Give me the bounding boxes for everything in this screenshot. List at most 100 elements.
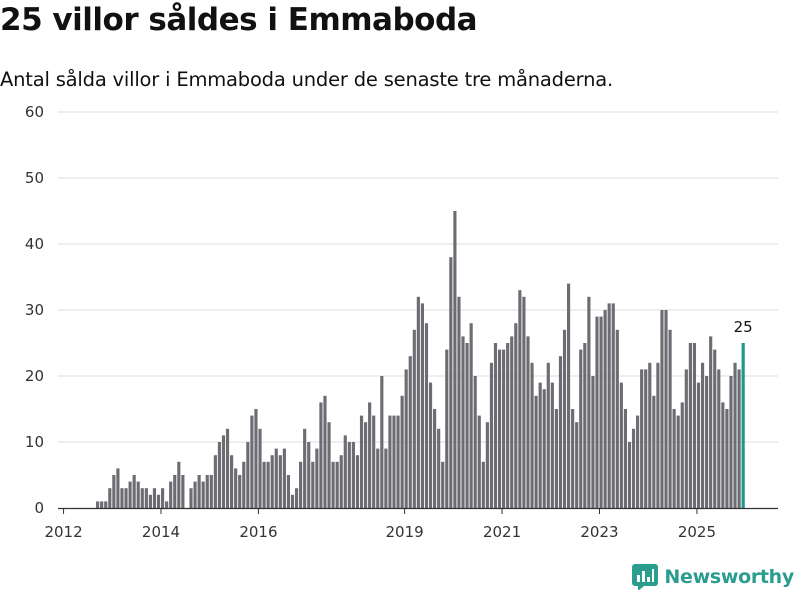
bar (534, 395, 538, 508)
bar (717, 369, 721, 508)
bar (583, 343, 587, 508)
bar (96, 501, 100, 508)
bar (428, 382, 433, 508)
bar (514, 323, 518, 508)
bar (152, 488, 157, 508)
brand-name: Newsworthy (664, 566, 794, 588)
x-tick-label: 2014 (142, 523, 180, 541)
bar (177, 461, 181, 508)
bar (672, 409, 676, 508)
bar (652, 395, 656, 508)
bar (729, 376, 733, 508)
bar (591, 376, 595, 508)
x-tick-label: 2021 (483, 523, 521, 541)
bar (189, 488, 193, 508)
y-tick-label: 50 (25, 169, 44, 187)
tick-labels: 0 10 20 30 40 50 60 25 2012 2014 2016 2019 2021 2023 2… (25, 103, 753, 541)
bar (713, 349, 717, 508)
bar (640, 369, 644, 508)
bar (343, 435, 347, 508)
bar (254, 409, 258, 508)
bar (538, 382, 542, 508)
bar (339, 455, 343, 508)
bar (692, 343, 697, 508)
bar (412, 329, 416, 508)
bar (579, 349, 583, 508)
bar (355, 455, 360, 508)
bar (709, 336, 713, 508)
bar (705, 376, 709, 508)
bar (725, 409, 729, 508)
bar (148, 494, 152, 508)
x-tick-label: 2019 (386, 523, 424, 541)
bar (469, 323, 473, 508)
bar (554, 409, 558, 508)
bar (270, 455, 274, 508)
bar (733, 362, 737, 508)
bar (242, 461, 246, 508)
y-tick-label: 0 (34, 499, 44, 517)
bar (132, 475, 136, 508)
bar (441, 461, 445, 508)
bar (299, 461, 303, 508)
bar (392, 415, 396, 508)
bar (510, 336, 514, 508)
bar (120, 488, 124, 508)
bar (575, 422, 579, 508)
bar (404, 369, 408, 508)
bar (258, 428, 262, 508)
bar (619, 382, 623, 508)
bar (364, 422, 368, 508)
bar (262, 461, 266, 508)
bar (181, 475, 185, 508)
bar (278, 455, 282, 508)
bar (668, 329, 672, 508)
bar (502, 349, 506, 508)
y-tick-label: 60 (25, 103, 44, 121)
x-tick-label: 2016 (239, 523, 277, 541)
bar (599, 316, 603, 508)
bar (558, 356, 563, 508)
bar (290, 494, 295, 508)
bar (307, 442, 311, 508)
bar (225, 428, 230, 508)
bar (433, 409, 437, 508)
bar (100, 501, 104, 508)
chart-title: 25 villor såldes i Emmaboda (0, 2, 478, 38)
bar (388, 415, 392, 508)
bar (408, 356, 412, 508)
bar (173, 475, 177, 508)
bar (319, 402, 323, 508)
bar (550, 382, 554, 508)
y-tick-label: 30 (25, 301, 44, 319)
bar (323, 395, 327, 508)
bar (497, 349, 502, 508)
y-tick-label: 20 (25, 367, 44, 385)
bar (453, 211, 457, 508)
bar (680, 402, 684, 508)
bar (607, 303, 611, 508)
bar (636, 415, 640, 508)
bar (221, 435, 226, 508)
bar (546, 362, 550, 508)
bar (156, 494, 161, 508)
bar (571, 409, 575, 508)
x-tick-label: 2023 (580, 523, 618, 541)
bar (522, 296, 526, 508)
bar (116, 468, 120, 508)
bar (416, 296, 420, 508)
x-tick-label: 2012 (44, 523, 82, 541)
bar (437, 428, 441, 508)
bar (286, 475, 291, 508)
bar (449, 257, 453, 508)
bar (209, 475, 213, 508)
bar (445, 349, 449, 508)
bar (335, 461, 339, 508)
bar (627, 442, 632, 508)
bar (461, 336, 465, 508)
bar (108, 488, 112, 508)
brand-logo[interactable]: Newsworthy (632, 564, 794, 590)
bar (311, 461, 315, 508)
bar (493, 343, 498, 508)
